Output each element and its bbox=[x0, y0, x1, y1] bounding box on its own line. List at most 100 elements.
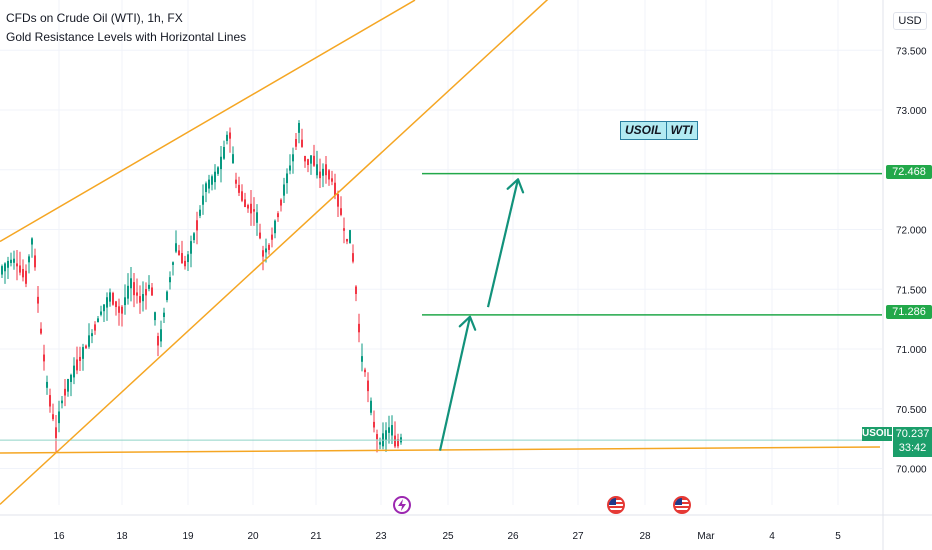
candle-down bbox=[346, 239, 348, 242]
candle-down bbox=[37, 296, 39, 304]
candle-down bbox=[184, 260, 186, 267]
candle-up bbox=[199, 209, 201, 216]
candle-up bbox=[274, 220, 276, 234]
candle-down bbox=[22, 269, 24, 278]
candle-down bbox=[76, 359, 78, 371]
symbol-label-left: USOIL bbox=[620, 121, 667, 140]
projection-arrow-shaft bbox=[438, 316, 472, 451]
resistance-price-tag-low: 71.286 bbox=[886, 305, 932, 319]
x-tick-label: 23 bbox=[375, 531, 387, 542]
x-tick-label: 19 bbox=[182, 531, 194, 542]
candle-up bbox=[13, 258, 15, 263]
candle-up bbox=[124, 297, 126, 306]
candle-up bbox=[130, 278, 132, 289]
candle-up bbox=[169, 277, 171, 283]
candle-down bbox=[277, 213, 279, 218]
candle-down bbox=[34, 255, 36, 268]
candle-up bbox=[154, 312, 156, 321]
candle-down bbox=[238, 184, 240, 193]
x-tick-label: 28 bbox=[639, 531, 651, 542]
candle-up bbox=[379, 442, 381, 445]
us-flag-icon[interactable] bbox=[607, 496, 625, 514]
candle-up bbox=[58, 411, 60, 424]
candle-down bbox=[262, 250, 264, 257]
candle-up bbox=[7, 260, 9, 268]
candle-down bbox=[250, 203, 252, 214]
candle-up bbox=[217, 167, 219, 174]
candle-up bbox=[193, 233, 195, 241]
candle-down bbox=[325, 164, 327, 176]
candle-down bbox=[397, 439, 399, 447]
candle-down bbox=[331, 178, 333, 182]
candle-down bbox=[49, 395, 51, 407]
x-tick-label: 5 bbox=[835, 531, 841, 542]
trendline-lower-channel bbox=[0, 0, 549, 505]
candle-down bbox=[40, 328, 42, 334]
candle-up bbox=[172, 262, 174, 265]
candle-up bbox=[46, 381, 48, 388]
candle-down bbox=[271, 234, 273, 240]
chart-title: CFDs on Crude Oil (WTI), 1h, FX bbox=[6, 11, 183, 25]
candle-up bbox=[220, 156, 222, 170]
currency-button[interactable]: USD bbox=[893, 12, 927, 30]
candle-down bbox=[181, 253, 183, 264]
candle-up bbox=[73, 365, 75, 378]
x-tick-label: 26 bbox=[507, 531, 519, 542]
candle-up bbox=[163, 312, 165, 318]
candle-up bbox=[256, 212, 258, 223]
candle-up bbox=[298, 123, 300, 133]
candle-down bbox=[178, 250, 180, 256]
symbol-label-right: WTI bbox=[666, 121, 698, 140]
candle-down bbox=[136, 292, 138, 296]
candle-down bbox=[355, 286, 357, 294]
candle-up bbox=[370, 400, 372, 413]
candle-down bbox=[394, 435, 396, 447]
candle-down bbox=[334, 182, 336, 196]
candle-up bbox=[286, 173, 288, 184]
candle-down bbox=[328, 170, 330, 180]
candle-up bbox=[100, 311, 102, 315]
candle-down bbox=[247, 205, 249, 209]
candle-up bbox=[28, 256, 30, 263]
candle-up bbox=[388, 427, 390, 433]
candlestick-series bbox=[1, 120, 402, 453]
x-tick-label: 21 bbox=[310, 531, 322, 542]
candle-down bbox=[64, 388, 66, 396]
candle-down bbox=[229, 132, 231, 139]
candle-up bbox=[31, 238, 33, 245]
projection-arrow-head bbox=[506, 178, 525, 194]
candle-up bbox=[1, 266, 3, 275]
candle-down bbox=[364, 369, 366, 373]
candle-down bbox=[337, 194, 339, 207]
candle-down bbox=[301, 139, 303, 147]
candle-down bbox=[259, 232, 261, 239]
candle-down bbox=[358, 323, 360, 333]
ticker-price-tag: USOIL bbox=[862, 427, 893, 441]
candle-up bbox=[103, 304, 105, 312]
candle-up bbox=[265, 248, 267, 253]
symbol-label-box[interactable]: USOIL WTI bbox=[620, 121, 698, 140]
candle-down bbox=[196, 220, 198, 231]
candle-down bbox=[244, 199, 246, 208]
projection-arrow-head bbox=[458, 315, 477, 331]
x-tick-label: 4 bbox=[769, 531, 775, 542]
resistance-price-tag-high: 72.468 bbox=[886, 165, 932, 179]
us-flag-icon[interactable] bbox=[673, 496, 691, 514]
lightning-icon[interactable] bbox=[393, 496, 411, 514]
candle-down bbox=[79, 356, 81, 361]
candle-up bbox=[109, 292, 111, 302]
candle-up bbox=[10, 259, 12, 263]
candle-up bbox=[292, 154, 294, 162]
candle-down bbox=[376, 434, 378, 440]
candle-up bbox=[385, 430, 387, 441]
y-tick-label: 73.500 bbox=[896, 46, 927, 57]
candle-down bbox=[118, 306, 120, 313]
y-tick-label: 71.500 bbox=[896, 285, 927, 296]
candle-down bbox=[133, 282, 135, 296]
candle-down bbox=[235, 179, 237, 184]
candle-down bbox=[352, 253, 354, 262]
x-tick-label: 18 bbox=[116, 531, 128, 542]
candle-down bbox=[367, 380, 369, 392]
candle-up bbox=[127, 285, 129, 299]
